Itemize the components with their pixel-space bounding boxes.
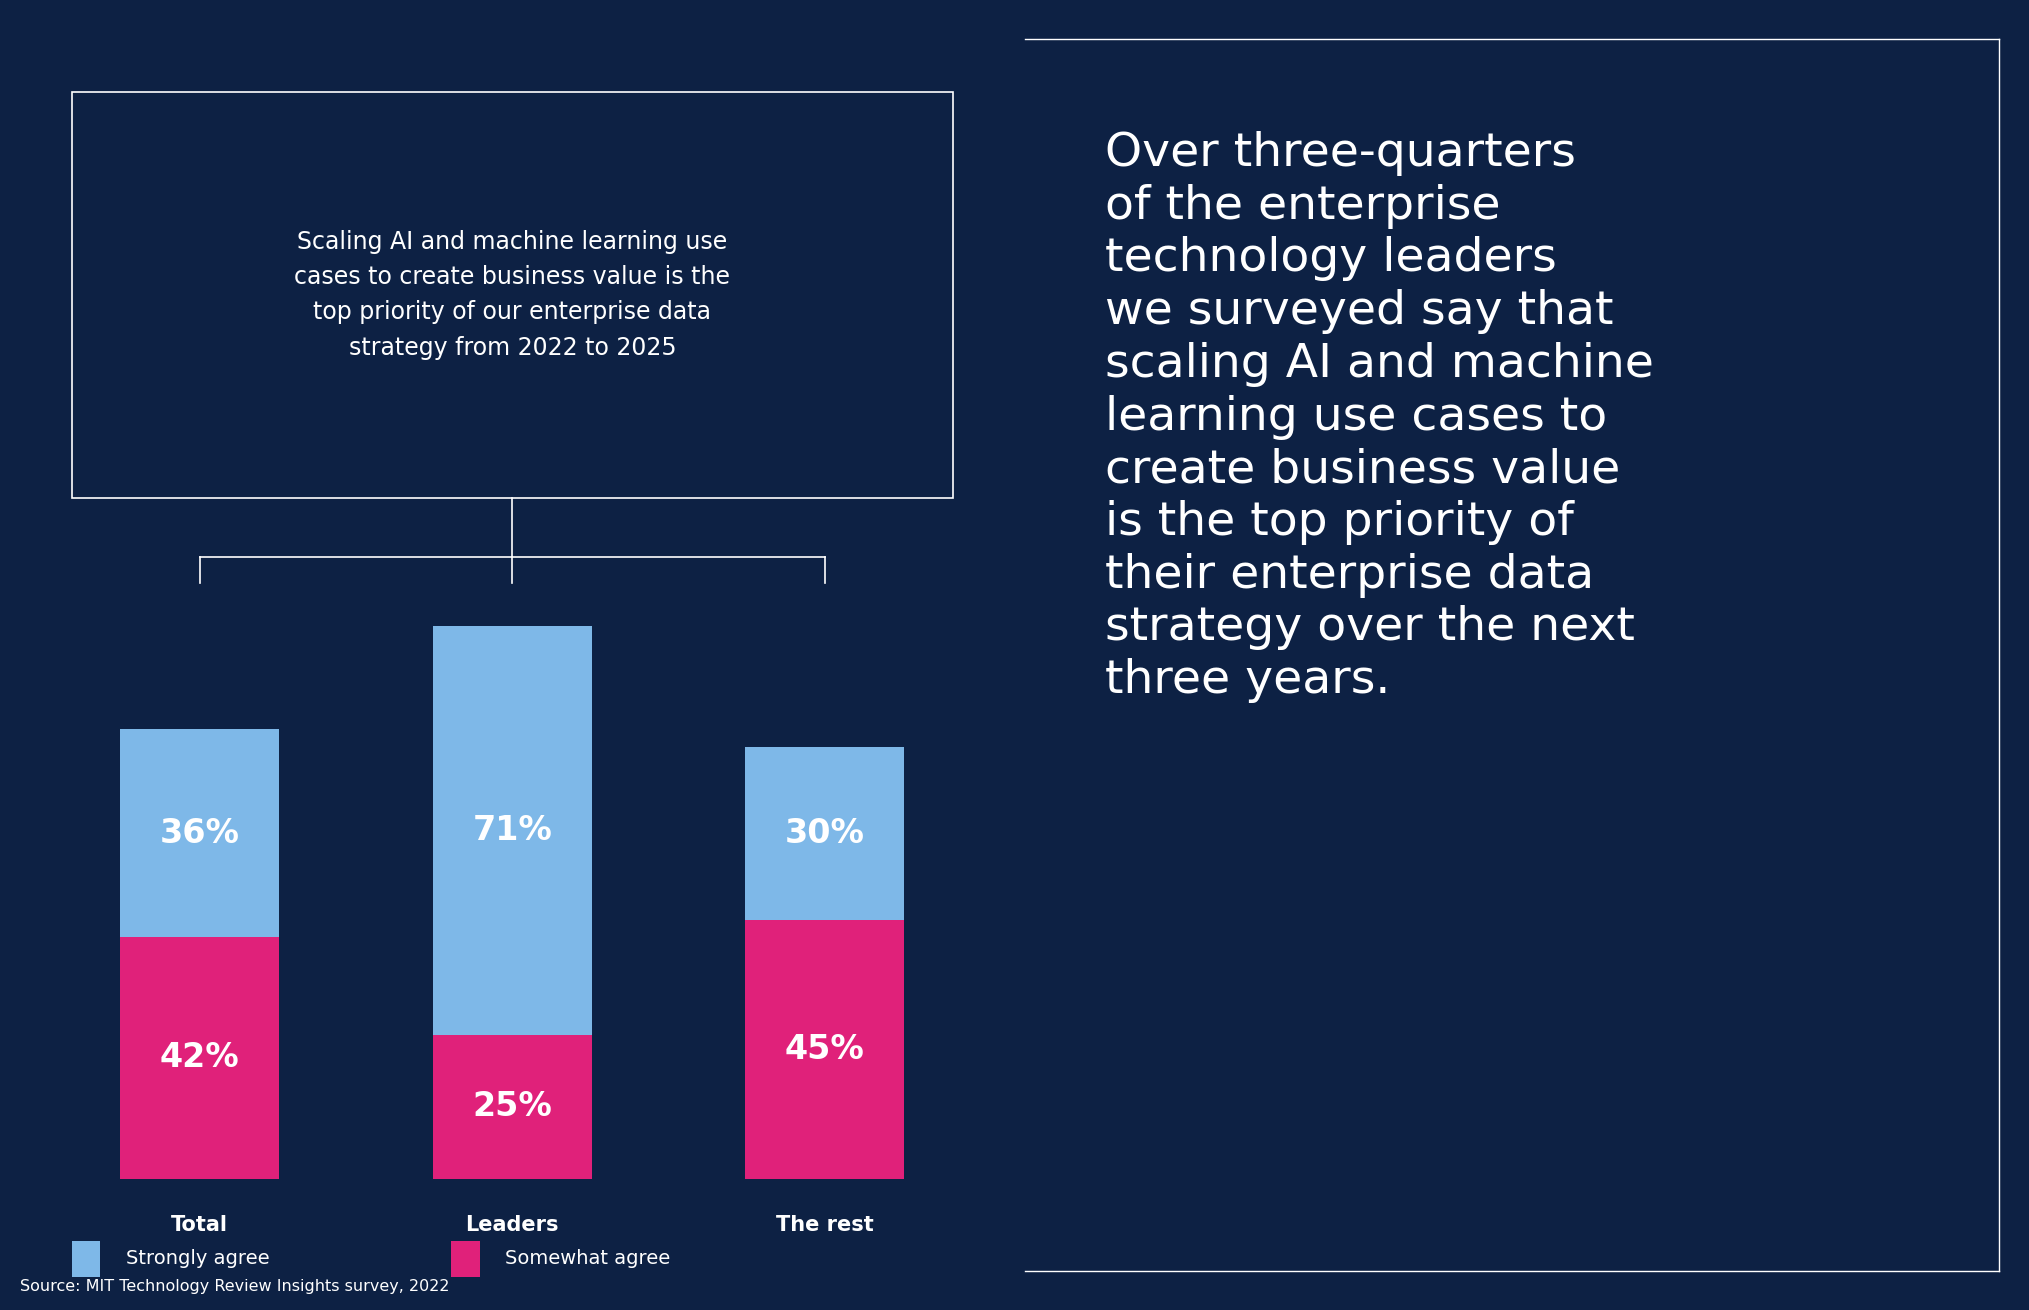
Text: Leaders: Leaders [465, 1214, 560, 1235]
Text: 45%: 45% [785, 1032, 864, 1066]
Bar [432, 1035, 592, 1179]
Text: Over three-quarters
of the enterprise
technology leaders
we surveyed say that
sc: Over three-quarters of the enterprise te… [1106, 131, 1654, 703]
Bar [120, 937, 280, 1179]
Bar [450, 1241, 479, 1277]
Text: Total: Total [170, 1214, 229, 1235]
Text: Somewhat agree: Somewhat agree [505, 1250, 670, 1268]
Bar [745, 920, 905, 1179]
Text: 25%: 25% [473, 1090, 552, 1124]
Text: The rest: The rest [775, 1214, 874, 1235]
Bar [71, 92, 954, 498]
Text: Source: MIT Technology Review Insights survey, 2022: Source: MIT Technology Review Insights s… [20, 1280, 450, 1294]
Bar [432, 626, 592, 1035]
Bar [71, 1241, 99, 1277]
Bar [120, 730, 280, 937]
Text: 36%: 36% [160, 816, 239, 850]
Text: 30%: 30% [785, 816, 864, 850]
Text: Scaling AI and machine learning use
cases to create business value is the
top pr: Scaling AI and machine learning use case… [294, 229, 730, 360]
Text: 71%: 71% [473, 814, 552, 846]
Text: Strongly agree: Strongly agree [126, 1250, 270, 1268]
Bar [745, 747, 905, 920]
Text: 42%: 42% [160, 1041, 239, 1074]
